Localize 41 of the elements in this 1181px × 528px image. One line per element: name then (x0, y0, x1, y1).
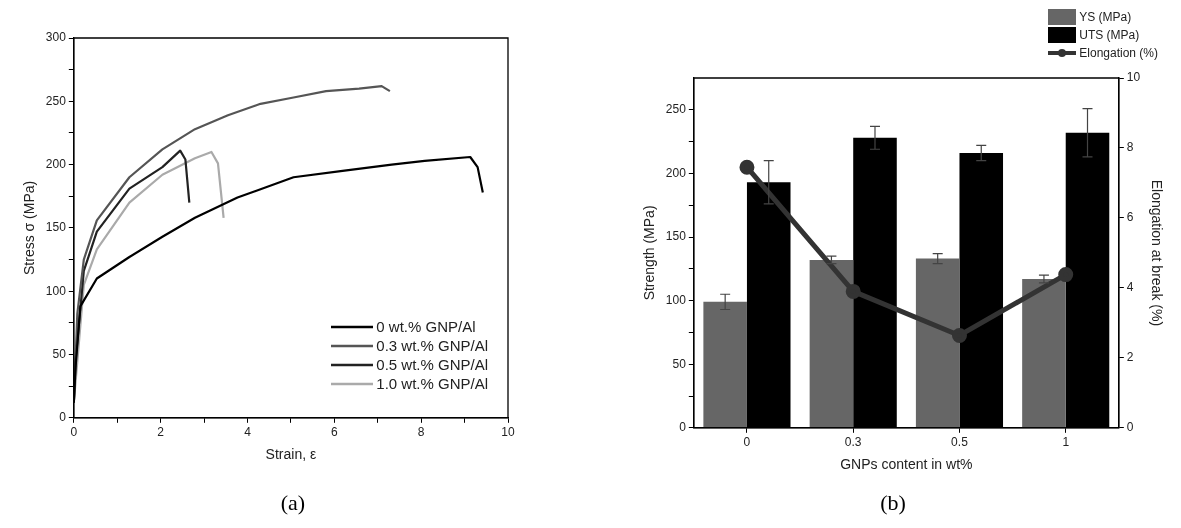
y2-tick-label: 6 (1126, 210, 1134, 225)
x-tick-label: 8 (417, 425, 425, 440)
x-tick-label: 0 (743, 435, 751, 450)
y-tick-label: 100 (45, 283, 67, 298)
y-tick-label: 100 (665, 292, 687, 307)
x-tick-label: 2 (157, 425, 165, 440)
x-tick-label: 0.5 (951, 435, 969, 450)
x-tick-label: 4 (244, 425, 252, 440)
legend-label: YS (MPa) (1079, 9, 1132, 26)
x-axis-title: Strain, ε (265, 446, 317, 463)
y-axis-title: Strength (MPa) (641, 205, 658, 301)
y-tick-label: 200 (665, 165, 687, 180)
legend-label: 1.0 wt.% GNP/Al (376, 374, 488, 393)
y2-tick-label: 8 (1126, 140, 1134, 155)
x-tick-label: 6 (330, 425, 338, 440)
y-tick-label: 50 (672, 356, 687, 371)
x-tick-label: 0 (70, 425, 78, 440)
y-tick-label: 200 (45, 156, 67, 171)
y-tick-label: 0 (59, 410, 67, 425)
text: (b) (879, 490, 907, 516)
y-tick-label: 300 (45, 30, 67, 45)
y2-tick-label: 2 (1126, 350, 1134, 365)
y-tick-label: 250 (45, 93, 67, 108)
legend-label: 0.3 wt.% GNP/Al (376, 336, 488, 355)
legend-label: Elongation (%) (1079, 45, 1158, 62)
y-tick-label: 150 (45, 220, 67, 235)
x-tick-label: 1 (1062, 435, 1070, 450)
x-tick-label: 0.3 (844, 435, 862, 450)
legend-label: 0.5 wt.% GNP/Al (376, 355, 488, 374)
y2-tick-label: 4 (1126, 280, 1134, 295)
y-tick-label: 150 (665, 229, 687, 244)
y2-tick-label: 10 (1126, 70, 1141, 85)
y-axis-title: Stress σ (MPa) (21, 180, 38, 276)
text: (a) (279, 490, 307, 516)
y-tick-label: 250 (665, 102, 687, 117)
legend-label: 0 wt.% GNP/Al (376, 317, 476, 336)
y-tick-label: 50 (52, 346, 67, 361)
legend-label: UTS (MPa) (1079, 27, 1140, 44)
y2-axis-title: Elongation at break (%) (1148, 179, 1165, 327)
x-tick-label: 10 (501, 425, 515, 440)
x-axis-title: GNPs content in wt% (840, 456, 973, 473)
